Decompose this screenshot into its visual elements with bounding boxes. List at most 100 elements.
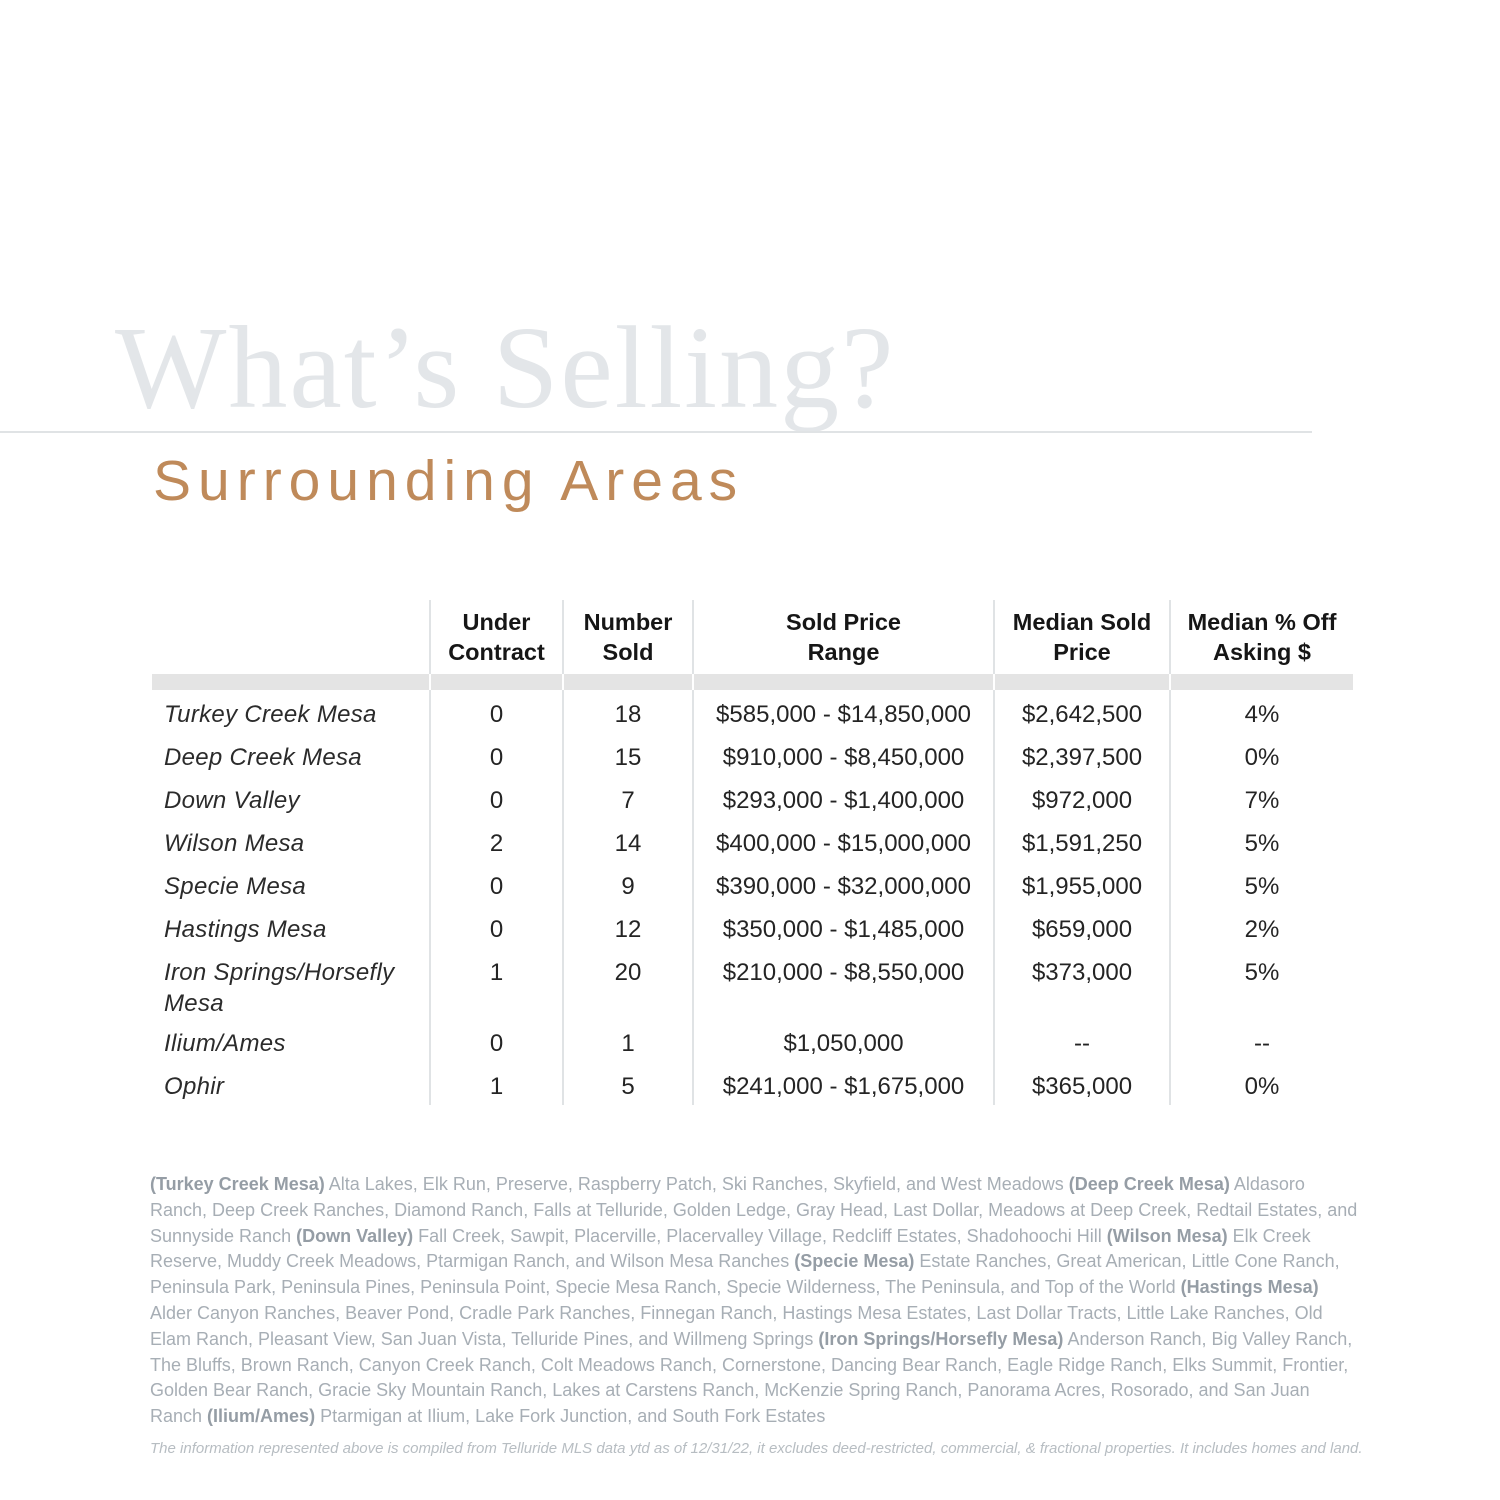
- sold-price-range-cell: $241,000 - $1,675,000: [693, 1062, 995, 1106]
- under-contract-cell: 0: [430, 733, 564, 776]
- median-sold-price-cell: $2,397,500: [994, 733, 1171, 776]
- area-column-header: [152, 600, 431, 674]
- area-cell: Ilium/Ames: [152, 1019, 431, 1063]
- median-sold-price-cell: $1,955,000: [994, 862, 1171, 905]
- footnote-area-label: (Down Valley): [296, 1225, 414, 1246]
- footnote-area-label: (Iron Springs/Horsefly Mesa): [818, 1328, 1064, 1349]
- under-contract-cell: 1: [430, 1062, 564, 1106]
- area-cell: Down Valley: [152, 776, 431, 819]
- under-contract-cell: 0: [430, 862, 564, 905]
- band-segment: [994, 674, 1171, 690]
- number-sold-cell: 1: [563, 1019, 694, 1063]
- under-contract-cell: 2: [430, 819, 564, 862]
- number-sold-cell: 7: [563, 776, 694, 819]
- footnote-communities: Alta Lakes, Elk Run, Preserve, Raspberry…: [324, 1174, 1069, 1194]
- disclaimer: The information represented above is com…: [150, 1440, 1363, 1457]
- footnote-area-label: (Wilson Mesa): [1106, 1225, 1228, 1246]
- footnote-area-label: (Deep Creek Mesa): [1068, 1174, 1230, 1194]
- median-sold-price-cell: $972,000: [994, 776, 1171, 819]
- table-row: Wilson Mesa 2 14 $400,000 - $15,000,000 $1,5…: [152, 819, 1353, 862]
- table-header-row: Under Contract Number Sold Sold Price Ra…: [152, 600, 1353, 674]
- sold-price-range-cell: $210,000 - $8,550,000: [693, 948, 995, 1020]
- band-segment: [430, 674, 564, 690]
- table-row: Deep Creek Mesa 0 15 $910,000 - $8,450,000 $…: [152, 733, 1353, 776]
- median-pct-off-cell: 5%: [1244, 830, 1280, 857]
- under-contract-cell: 0: [430, 690, 564, 733]
- area-cell: Deep Creek Mesa: [152, 733, 431, 776]
- footnote-communities: Aldasoro Ranch, Deep Creek Ranches, Diam…: [150, 1174, 1358, 1246]
- area-cell: Turkey Creek Mesa: [152, 690, 431, 733]
- number-sold-cell: 18: [563, 690, 694, 733]
- under-contract-cell: 1: [430, 948, 564, 1020]
- area-cell: Iron Springs/Horsefly Mesa: [152, 948, 431, 1020]
- footnote-communities: Alder Canyon Ranches, Beaver Pond, Cradl…: [150, 1302, 1323, 1349]
- median-sold-price-cell: $659,000: [994, 905, 1171, 948]
- footnote-area-label: (Turkey Creek Mesa): [150, 1174, 325, 1194]
- median-pct-off-cell: 7%: [1244, 787, 1280, 814]
- table-row: Turkey Creek Mesa 0 18 $585,000 - $14,850,0…: [152, 690, 1353, 733]
- median-sold-price-cell: $373,000: [994, 948, 1171, 1020]
- table-row: Iron Springs/Horsefly Mesa 1 20 $210,000 - …: [152, 948, 1353, 1020]
- under-contract-cell: 0: [430, 776, 564, 819]
- sold-price-range-cell: $1,050,000: [693, 1019, 995, 1063]
- watermark-title: What’s Selling?: [115, 302, 896, 433]
- band-segment: [693, 674, 995, 690]
- area-cell: Ophir: [152, 1062, 431, 1106]
- footnote-area-label: (Ilium/Ames): [207, 1406, 316, 1427]
- table-row: Down Valley 0 7 $293,000 - $1,400,000 $972,0…: [152, 776, 1353, 819]
- under-contract-cell: 0: [430, 905, 564, 948]
- area-cell: Specie Mesa: [152, 862, 431, 905]
- number-sold-cell: 12: [563, 905, 694, 948]
- sold-price-range-cell: $910,000 - $8,450,000: [693, 733, 995, 776]
- median-sold-price-header: Median Sold Price: [994, 600, 1171, 674]
- header-underline-band: [152, 674, 1353, 690]
- sold-price-range-header: Sold Price Range: [693, 600, 995, 674]
- median-sold-price-cell: $365,000: [994, 1062, 1171, 1106]
- sold-price-range-cell: $350,000 - $1,485,000: [693, 905, 995, 948]
- under-contract-cell: 0: [430, 1019, 564, 1063]
- band-segment: [152, 674, 431, 690]
- table-row: Hastings Mesa 0 12 $350,000 - $1,485,000 $65…: [152, 905, 1353, 948]
- footnote-area-label: (Hastings Mesa): [1180, 1277, 1319, 1298]
- number-sold-cell: 14: [563, 819, 694, 862]
- table-row: Specie Mesa 0 9 $390,000 - $32,000,000 $1,95…: [152, 862, 1353, 905]
- median-sold-price-cell: --: [994, 1019, 1171, 1063]
- median-sold-price-cell: $2,642,500: [994, 690, 1171, 733]
- surrounding-areas-table: Under Contract Number Sold Sold Price Ra…: [152, 600, 1353, 1106]
- footnote-communities: Ptarmigan at Ilium, Lake Fork Junction, …: [315, 1406, 826, 1427]
- median-pct-off-cell: 5%: [1244, 873, 1280, 900]
- footnote-communities: Anderson Ranch, Big Valley Ranch, The Bl…: [150, 1328, 1353, 1427]
- sold-price-range-cell: $400,000 - $15,000,000: [693, 819, 995, 862]
- median-sold-price-cell: $1,591,250: [994, 819, 1171, 862]
- footnote-communities: Estate Ranches, Great American, Little C…: [150, 1251, 1340, 1298]
- median-pct-off-cell: 0%: [1244, 744, 1280, 771]
- number-sold-cell: 20: [563, 948, 694, 1020]
- median-pct-off-cell: 4%: [1244, 701, 1280, 728]
- number-sold-cell: 15: [563, 733, 694, 776]
- table-row: Ilium/Ames 0 1 $1,050,000 -- --: [152, 1019, 1353, 1063]
- page-subtitle: Surrounding Areas: [153, 449, 745, 513]
- number-sold-cell: 9: [563, 862, 694, 905]
- footnote-communities: Elk Creek Reserve, Muddy Creek Meadows, …: [150, 1225, 1311, 1272]
- divider-line: [0, 431, 1312, 433]
- median-pct-off-cell: --: [1254, 1030, 1270, 1058]
- area-cell: Wilson Mesa: [152, 819, 431, 862]
- median-pct-off-cell: 2%: [1244, 916, 1280, 943]
- band-segment: [1170, 674, 1353, 690]
- area-cell: Hastings Mesa: [152, 905, 431, 948]
- table-row: Ophir 1 5 $241,000 - $1,675,000 $365,000 0%: [152, 1062, 1353, 1106]
- sold-price-range-cell: $585,000 - $14,850,000: [693, 690, 995, 733]
- under-contract-header: Under Contract: [430, 600, 564, 674]
- footnote-area-label: (Specie Mesa): [794, 1251, 915, 1272]
- sold-price-range-cell: $293,000 - $1,400,000: [693, 776, 995, 819]
- median-pct-off-header: Median % Off Asking $: [1187, 608, 1337, 665]
- footnote-communities: Fall Creek, Sawpit, Placerville, Placerv…: [413, 1225, 1107, 1246]
- sold-price-range-cell: $390,000 - $32,000,000: [693, 862, 995, 905]
- footnote: (Turkey Creek Mesa) Alta Lakes, Elk Run,…: [150, 1172, 1362, 1430]
- number-sold-cell: 5: [563, 1062, 694, 1106]
- number-sold-header: Number Sold: [563, 600, 694, 674]
- median-pct-off-cell: 0%: [1244, 1073, 1280, 1101]
- median-pct-off-cell: 5%: [1244, 959, 1280, 986]
- band-segment: [563, 674, 694, 690]
